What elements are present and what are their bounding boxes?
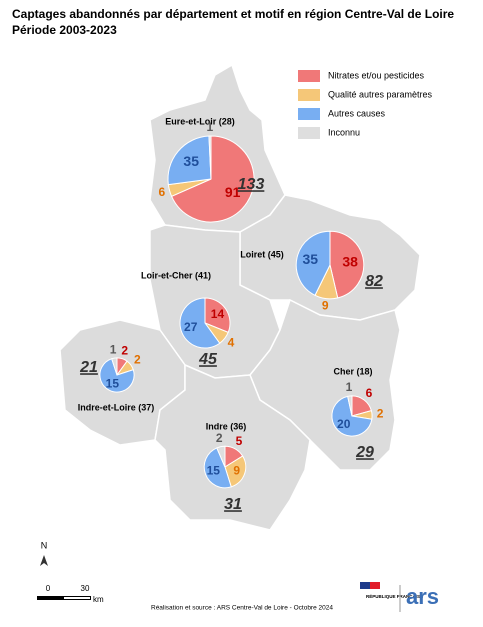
legend: Nitrates et/ou pesticides Qualité autres … (298, 70, 433, 139)
slice-label: 1 (110, 342, 117, 356)
scale-end: 30 (81, 584, 90, 593)
department-name: Cher (18) (333, 366, 372, 376)
department-name: Loir-et-Cher (41) (141, 270, 211, 280)
department-name: Loiret (45) (240, 249, 284, 259)
slice-label: 2 (216, 431, 223, 445)
legend-swatch (298, 89, 320, 101)
ars-logo: ars (406, 584, 439, 609)
subtitle: Période 2003-2023 (12, 23, 117, 37)
slice-label: 1 (346, 380, 353, 394)
pie-slice (167, 135, 212, 186)
flag-red (370, 582, 380, 589)
legend-swatch (298, 70, 320, 82)
pie-slice (347, 395, 353, 417)
republic: RÉPUBLIQUE FRANÇAISE (366, 592, 423, 599)
pie-slice (329, 230, 365, 299)
slice-label: 6 (366, 386, 373, 400)
legend-label: Qualité autres paramètres (328, 89, 433, 99)
slice-label: 27 (184, 320, 198, 334)
slice-label: 35 (183, 153, 199, 169)
department-name: Eure-et-Loir (28) (165, 116, 235, 126)
legend-label: Autres causes (328, 108, 386, 118)
slice-label: 6 (159, 185, 166, 199)
pie-slice (179, 297, 221, 349)
slice-label: 91 (225, 184, 241, 200)
slice-label: 9 (322, 299, 329, 313)
pie-slice (204, 297, 231, 334)
pie-slice (295, 230, 331, 296)
department-name: Indre (36) (206, 421, 247, 431)
title: Captages abandonnés par département et m… (12, 7, 454, 21)
slice-label: 2 (134, 352, 141, 366)
pie-slice (99, 358, 135, 393)
department-total: 21 (79, 359, 98, 376)
slice-label: 38 (342, 253, 358, 269)
department-total: 29 (355, 444, 374, 461)
slice-label: 5 (236, 434, 243, 448)
source: Réalisation et source : ARS Centre-Val d… (151, 605, 333, 612)
slice-label: 15 (207, 463, 221, 477)
slice-label: 1 (206, 120, 213, 134)
scale-bar-mid (64, 597, 90, 599)
legend-label: Inconnu (328, 127, 360, 137)
slice-label: 9 (233, 463, 240, 477)
flag-blue (360, 582, 370, 589)
pie-slice (331, 395, 373, 437)
pie-slice (216, 445, 226, 468)
department-name: Indre-et-Loire (37) (78, 402, 155, 412)
pie-slice (111, 357, 118, 376)
slice-label: 14 (211, 307, 225, 321)
legend-swatch (298, 108, 320, 120)
department-total: 45 (198, 351, 218, 368)
slice-label: 35 (302, 251, 318, 267)
legend-swatch (298, 127, 320, 139)
department-total: 82 (365, 273, 383, 290)
slice-label: 4 (228, 336, 235, 350)
north-label: N (41, 540, 48, 550)
legend-label: Nitrates et/ou pesticides (328, 70, 425, 80)
scale-unit: km (93, 595, 104, 604)
slice-label: 20 (337, 417, 351, 431)
slice-label: 15 (106, 376, 120, 390)
department-total: 31 (224, 496, 242, 513)
department-total: 133 (238, 176, 265, 193)
north-arrow (40, 555, 48, 566)
scale-start: 0 (46, 584, 51, 593)
pie-slice (208, 135, 212, 180)
slice-label: 2 (121, 343, 128, 357)
pie-slice (170, 135, 255, 223)
slice-label: 2 (377, 407, 384, 421)
pie-slice (224, 455, 247, 488)
pie-slice (203, 447, 232, 489)
